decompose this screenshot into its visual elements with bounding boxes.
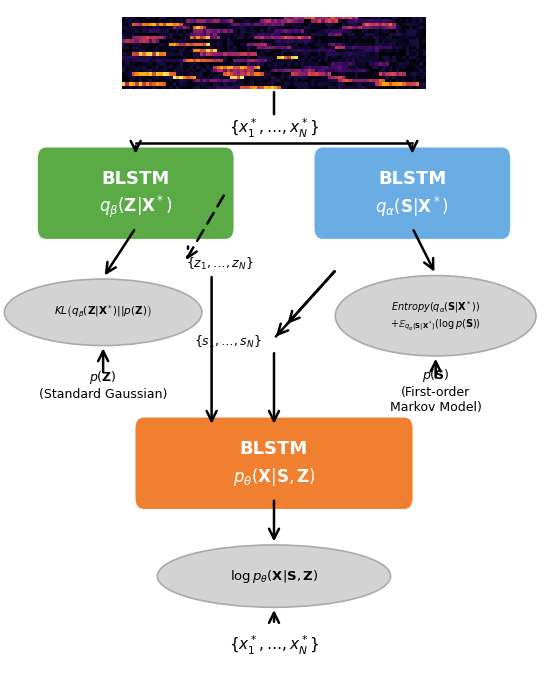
Ellipse shape bbox=[4, 279, 202, 346]
Text: $p(\mathbf{S})$
(First-order
Markov Model): $p(\mathbf{S})$ (First-order Markov Mode… bbox=[390, 367, 482, 414]
Text: $\{x_1^*, \ldots, x_N^*\}$: $\{x_1^*, \ldots, x_N^*\}$ bbox=[229, 117, 319, 140]
Text: $\{z_1, \ldots, z_N\}$: $\{z_1, \ldots, z_N\}$ bbox=[186, 255, 254, 272]
Text: $KL\left(q_{\beta}(\mathbf{Z}|\mathbf{X}^*)||p(\mathbf{Z})\right)$: $KL\left(q_{\beta}(\mathbf{Z}|\mathbf{X}… bbox=[54, 304, 152, 320]
FancyBboxPatch shape bbox=[313, 146, 512, 240]
Text: $\{x_1^*, \ldots, x_N^*\}$: $\{x_1^*, \ldots, x_N^*\}$ bbox=[229, 634, 319, 657]
Ellipse shape bbox=[157, 545, 391, 607]
FancyBboxPatch shape bbox=[36, 146, 235, 240]
Text: $q_{\beta}(\mathbf{Z}|\mathbf{X}^*)$: $q_{\beta}(\mathbf{Z}|\mathbf{X}^*)$ bbox=[99, 194, 173, 220]
Text: $q_{\alpha}(\mathbf{S}|\mathbf{X}^*)$: $q_{\alpha}(\mathbf{S}|\mathbf{X}^*)$ bbox=[375, 195, 449, 219]
Text: $p_{\theta}(\mathbf{X}|\mathbf{S}, \mathbf{Z})$: $p_{\theta}(\mathbf{X}|\mathbf{S}, \math… bbox=[232, 466, 316, 488]
Text: $\log p_{\theta}(\mathbf{X}|\mathbf{S}, \mathbf{Z})$: $\log p_{\theta}(\mathbf{X}|\mathbf{S}, … bbox=[230, 567, 318, 585]
Text: $p(\mathbf{Z})$
(Standard Gaussian): $p(\mathbf{Z})$ (Standard Gaussian) bbox=[39, 369, 167, 401]
Text: BLSTM: BLSTM bbox=[378, 170, 447, 188]
Text: $Entropy(q_{\alpha}(\mathbf{S}|\mathbf{X}^*))$
$+\mathbb{E}_{q_{\alpha}(\mathbf{: $Entropy(q_{\alpha}(\mathbf{S}|\mathbf{X… bbox=[390, 299, 481, 332]
Text: BLSTM: BLSTM bbox=[240, 440, 308, 459]
FancyBboxPatch shape bbox=[134, 416, 414, 510]
Text: $\{s_1, \ldots, s_N\}$: $\{s_1, \ldots, s_N\}$ bbox=[194, 334, 262, 350]
Text: BLSTM: BLSTM bbox=[101, 170, 170, 188]
Ellipse shape bbox=[335, 276, 536, 356]
